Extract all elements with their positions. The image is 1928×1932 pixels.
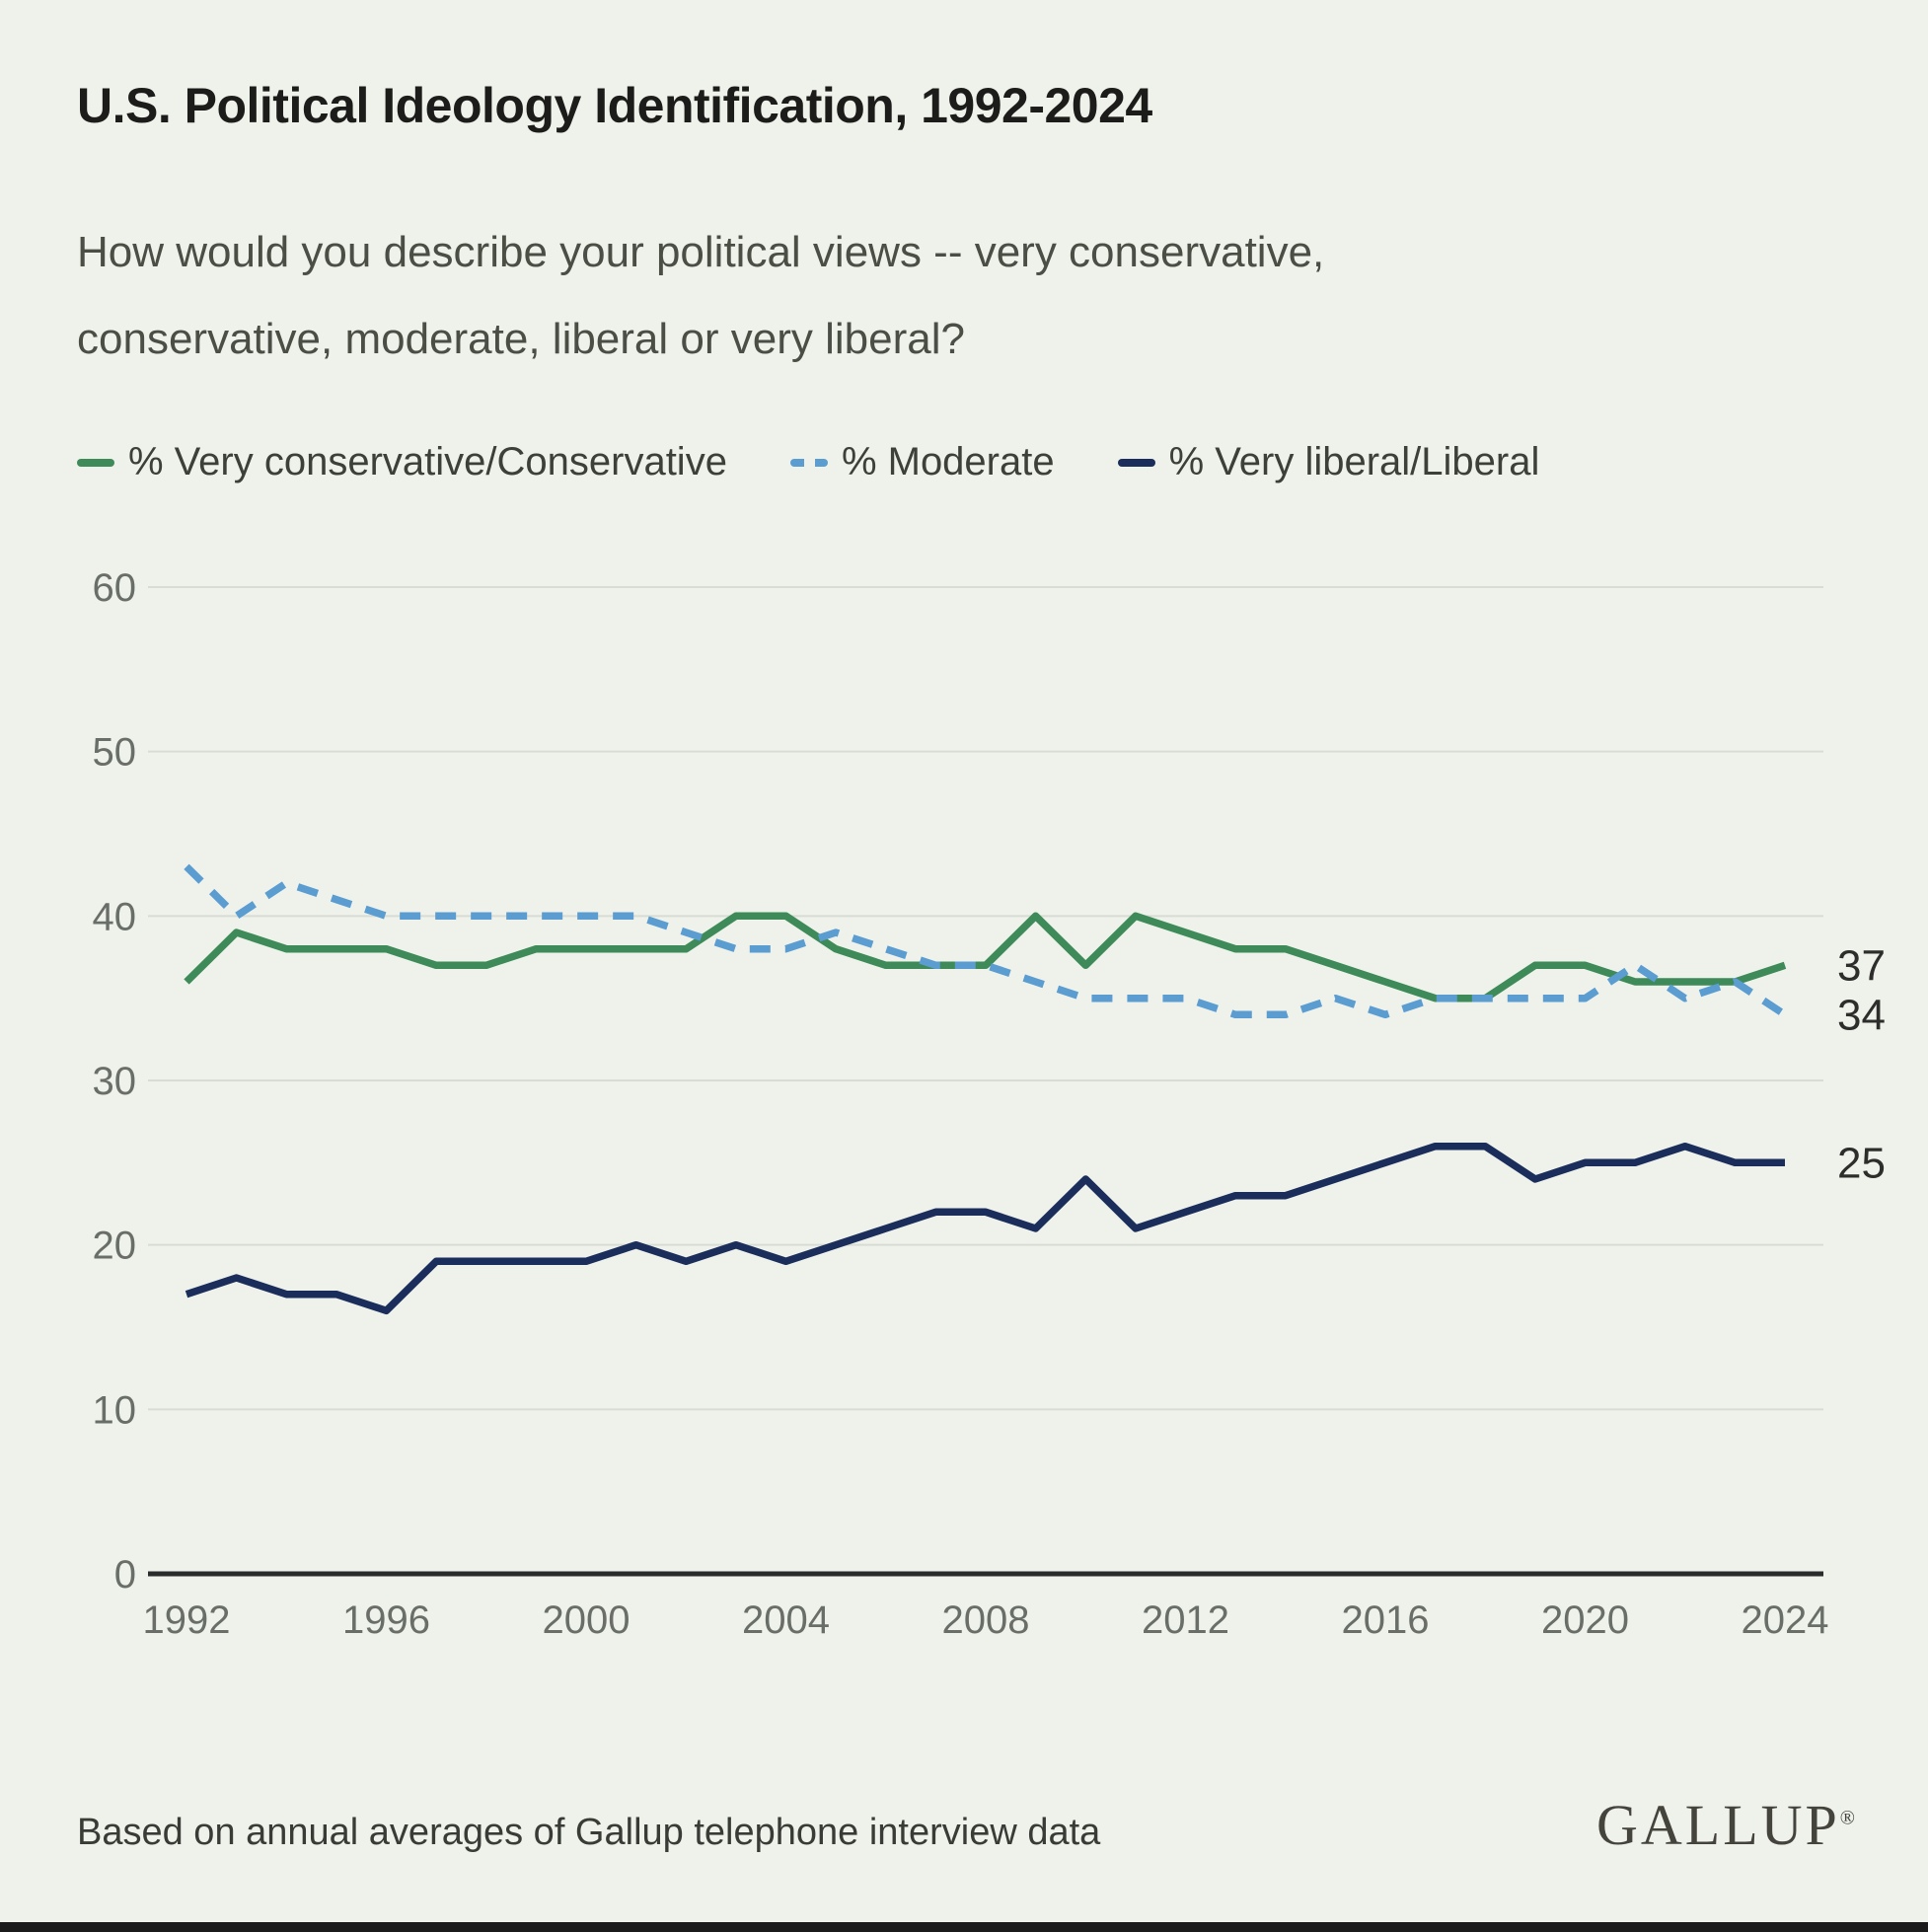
chart-subtitle: How would you describe your political vi… (77, 209, 1754, 383)
y-tick-label-50: 50 (93, 731, 137, 775)
registered-mark-icon: ® (1839, 1807, 1855, 1829)
series-line-0-conservative (184, 912, 1787, 1003)
x-tick-label-2016: 2016 (1342, 1598, 1430, 1642)
legend-label-conservative: % Very conservative/Conservative (128, 440, 727, 483)
end-value-label-37: 37 (1837, 941, 1886, 990)
subtitle-line-2: conservative, moderate, liberal or very … (77, 315, 965, 363)
x-tick-label-2012: 2012 (1142, 1598, 1229, 1642)
chart-legend: % Very conservative/Conservative % Moder… (77, 440, 1539, 484)
legend-label-liberal: % Very liberal/Liberal (1168, 440, 1540, 483)
x-tick-label-2008: 2008 (942, 1598, 1030, 1642)
x-tick-label-2004: 2004 (742, 1598, 830, 1642)
source-note: Based on annual averages of Gallup telep… (77, 1812, 1101, 1853)
legend-label-moderate: % Moderate (841, 440, 1055, 483)
legend-item-liberal: % Very liberal/Liberal (1117, 440, 1540, 484)
end-value-label-25: 25 (1837, 1139, 1886, 1187)
moderate-dashed-swatch-icon (789, 458, 828, 467)
series-line-1-moderate (184, 863, 1788, 1019)
y-tick-label-40: 40 (93, 895, 137, 938)
conservative-line-swatch-icon (77, 458, 114, 467)
y-tick-label-20: 20 (93, 1225, 137, 1268)
liberal-line-swatch-icon (1117, 458, 1155, 467)
bottom-edge-strip (0, 1922, 1928, 1932)
gallup-logo-text: GALLUP (1596, 1793, 1840, 1857)
x-tick-label-1996: 1996 (342, 1598, 430, 1642)
legend-item-moderate: % Moderate (789, 440, 1055, 484)
y-tick-label-60: 60 (93, 566, 137, 610)
page-title: U.S. Political Ideology Identification, … (77, 78, 1152, 133)
subtitle-line-1: How would you describe your political vi… (77, 228, 1325, 276)
x-tick-label-2000: 2000 (543, 1598, 630, 1642)
gallup-logo: GALLUP® (1596, 1792, 1855, 1858)
y-tick-label-10: 10 (93, 1388, 137, 1432)
legend-item-conservative: % Very conservative/Conservative (77, 440, 727, 484)
x-tick-label-2024: 2024 (1742, 1598, 1829, 1642)
x-tick-label-1992: 1992 (143, 1598, 231, 1642)
series-line-2-liberal (185, 1142, 1785, 1315)
end-value-label-34: 34 (1837, 991, 1886, 1039)
y-tick-label-30: 30 (93, 1060, 137, 1103)
y-tick-label-0: 0 (114, 1553, 136, 1597)
x-tick-label-2020: 2020 (1541, 1598, 1629, 1642)
